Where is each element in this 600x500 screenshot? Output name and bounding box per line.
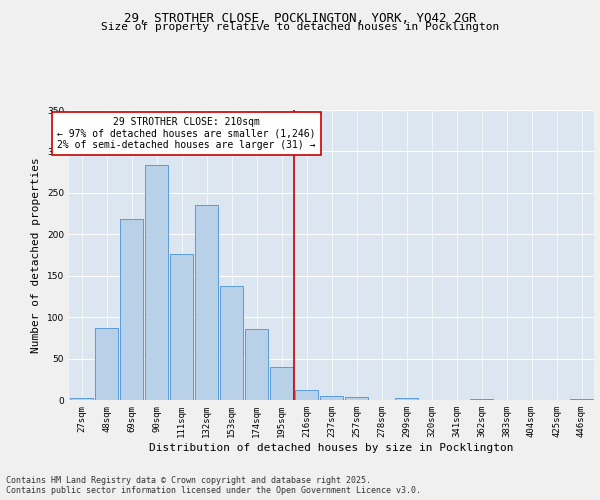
Bar: [220, 286, 244, 400]
Text: Contains HM Land Registry data © Crown copyright and database right 2025.
Contai: Contains HM Land Registry data © Crown c…: [6, 476, 421, 495]
Bar: [320, 396, 343, 400]
Bar: [95, 328, 118, 400]
Bar: [194, 206, 218, 400]
Bar: [119, 218, 143, 400]
Bar: [344, 396, 368, 400]
Bar: [245, 328, 268, 400]
Bar: [395, 398, 418, 400]
Text: Size of property relative to detached houses in Pocklington: Size of property relative to detached ho…: [101, 22, 499, 32]
Bar: [70, 398, 94, 400]
Text: 29 STROTHER CLOSE: 210sqm
← 97% of detached houses are smaller (1,246)
2% of sem: 29 STROTHER CLOSE: 210sqm ← 97% of detac…: [57, 116, 316, 150]
Bar: [295, 390, 319, 400]
Bar: [269, 367, 293, 400]
Bar: [470, 399, 493, 400]
Bar: [145, 164, 169, 400]
X-axis label: Distribution of detached houses by size in Pocklington: Distribution of detached houses by size …: [149, 442, 514, 452]
Bar: [170, 254, 193, 400]
Text: 29, STROTHER CLOSE, POCKLINGTON, YORK, YO42 2GR: 29, STROTHER CLOSE, POCKLINGTON, YORK, Y…: [124, 12, 476, 26]
Y-axis label: Number of detached properties: Number of detached properties: [31, 157, 41, 353]
Bar: [569, 399, 593, 400]
